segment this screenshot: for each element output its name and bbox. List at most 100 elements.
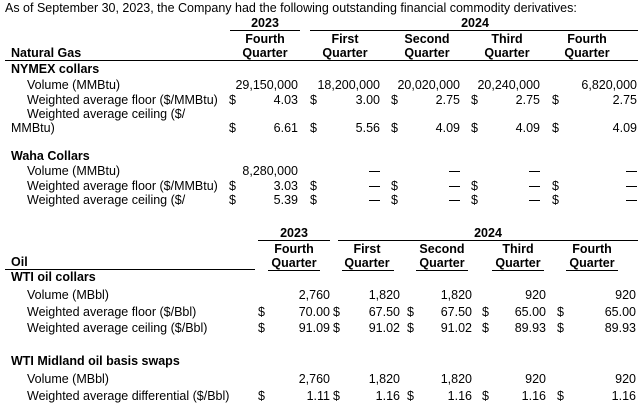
- oil-section-label: Oil: [11, 255, 28, 269]
- currency-sign: $: [557, 305, 564, 319]
- gas-year-2023-rule: [230, 30, 300, 31]
- gas-year-2024: 2024: [461, 16, 489, 30]
- oil-q-header-5: Fourth: [572, 242, 612, 256]
- nymex-ceiling-q4-2023: 6.61: [273, 121, 298, 135]
- wti-ceiling-q3-2024: 89.93: [514, 321, 546, 335]
- waha-volume-label: Volume (MMBtu): [27, 164, 121, 178]
- oil-header-rule: [5, 269, 255, 270]
- currency-sign: $: [310, 193, 317, 207]
- wti-floor-label: Weighted average floor ($/Bbl): [27, 305, 197, 319]
- nymex-volume-q2-2024: 20,020,000: [397, 78, 460, 92]
- oil-q-rule: [342, 270, 394, 271]
- wti-floor-q4-2024: 65.00: [604, 305, 636, 319]
- dash-empty: [529, 186, 540, 187]
- nymex-floor-q4-2024: 2.75: [612, 93, 637, 107]
- oil-q-rule: [492, 270, 544, 271]
- dash-empty: [626, 200, 637, 201]
- oil-q-header-3b: Quarter: [419, 256, 465, 270]
- nymex-floor-q4-2023: 4.03: [273, 93, 298, 107]
- gas-q-header-1: Fourth: [245, 32, 285, 46]
- midland-title: WTI Midland oil basis swaps: [11, 354, 180, 368]
- currency-sign: $: [333, 389, 340, 403]
- wti-ceiling-q4-2023: 91.09: [298, 321, 330, 335]
- currency-sign: $: [391, 121, 398, 135]
- waha-floor-q4-2023: 3.03: [273, 179, 298, 193]
- wti-ceiling-label: Weighted average ceiling ($/Bbl): [27, 321, 208, 335]
- midland-volume-q2-2024: 1,820: [440, 372, 472, 386]
- nymex-volume-q3-2024: 20,240,000: [477, 78, 540, 92]
- oil-year-2024: 2024: [474, 226, 502, 240]
- gas-q-header-3: Second: [404, 32, 450, 46]
- dash-empty: [369, 200, 380, 201]
- nymex-volume-q1-2024: 18,200,000: [317, 78, 380, 92]
- midland-volume-label: Volume (MBbl): [27, 372, 109, 386]
- wti-floor-q3-2024: 65.00: [514, 305, 546, 319]
- dash-empty: [369, 186, 380, 187]
- gas-q-header-1b: Quarter: [242, 46, 288, 60]
- oil-year-2024-rule: [338, 240, 638, 241]
- gas-q-header-2: First: [331, 32, 359, 46]
- dash-empty: [449, 171, 460, 172]
- nymex-ceiling-q3-2024: 4.09: [515, 121, 540, 135]
- dash-empty: [369, 171, 380, 172]
- oil-q-rule: [416, 270, 468, 271]
- waha-ceiling-q4-2023: 5.39: [273, 193, 298, 207]
- currency-sign: $: [557, 389, 564, 403]
- midland-diff-q3-2024: 1.16: [521, 389, 546, 403]
- currency-sign: $: [557, 321, 564, 335]
- gas-year-2024-rule: [310, 30, 638, 31]
- currency-sign: $: [407, 321, 414, 335]
- currency-sign: $: [258, 389, 265, 403]
- wti-volume-q4-2023: 2,760: [298, 288, 330, 302]
- currency-sign: $: [391, 193, 398, 207]
- oil-year-2023: 2023: [280, 226, 308, 240]
- nymex-floor-q3-2024: 2.75: [515, 93, 540, 107]
- oil-q-rule: [268, 270, 320, 271]
- waha-title: Waha Collars: [11, 149, 90, 163]
- dash-empty: [626, 186, 637, 187]
- currency-sign: $: [471, 121, 478, 135]
- oil-q-rule: [566, 270, 618, 271]
- currency-sign: $: [552, 179, 559, 193]
- midland-volume-q3-2024: 920: [525, 372, 546, 386]
- wti-floor-q1-2024: 67.50: [368, 305, 400, 319]
- gas-section-label: Natural Gas: [11, 46, 82, 60]
- currency-sign: $: [258, 305, 265, 319]
- nymex-ceiling-label-2: MMBtu): [11, 121, 55, 135]
- dash-empty: [626, 171, 637, 172]
- oil-q-header-4: Third: [502, 242, 534, 256]
- currency-sign: $: [333, 305, 340, 319]
- oil-q-header-1: Fourth: [274, 242, 314, 256]
- currency-sign: $: [407, 305, 414, 319]
- currency-sign: $: [471, 193, 478, 207]
- gas-q-header-5b: Quarter: [564, 46, 610, 60]
- currency-sign: $: [391, 93, 398, 107]
- nymex-floor-q1-2024: 3.00: [355, 93, 380, 107]
- gas-q-header-5: Fourth: [567, 32, 607, 46]
- waha-ceiling-label: Weighted average ceiling ($/: [27, 193, 186, 207]
- nymex-floor-q2-2024: 2.75: [435, 93, 460, 107]
- currency-sign: $: [482, 389, 489, 403]
- wti-volume-q2-2024: 1,820: [440, 288, 472, 302]
- wti-floor-q2-2024: 67.50: [440, 305, 472, 319]
- currency-sign: $: [552, 121, 559, 135]
- midland-diff-q2-2024: 1.16: [447, 389, 472, 403]
- midland-diff-q1-2024: 1.16: [375, 389, 400, 403]
- currency-sign: $: [258, 321, 265, 335]
- gas-q-header-3b: Quarter: [404, 46, 450, 60]
- currency-sign: $: [471, 93, 478, 107]
- oil-q-header-4b: Quarter: [495, 256, 541, 270]
- currency-sign: $: [229, 93, 236, 107]
- oil-q-header-3: Second: [419, 242, 465, 256]
- midland-diff-label: Weighted average differential ($/Bbl): [27, 389, 230, 403]
- currency-sign: $: [391, 179, 398, 193]
- gas-q-header-4b: Quarter: [484, 46, 530, 60]
- wti-ceiling-q4-2024: 89.93: [604, 321, 636, 335]
- wti-volume-q1-2024: 1,820: [368, 288, 400, 302]
- oil-q-header-5b: Quarter: [569, 256, 615, 270]
- waha-volume-q4-2023: 8,280,000: [242, 164, 298, 178]
- currency-sign: $: [482, 305, 489, 319]
- nymex-title: NYMEX collars: [11, 62, 100, 76]
- nymex-ceiling-label-1: Weighted average ceiling ($/: [27, 107, 186, 121]
- oil-q-header-1b: Quarter: [271, 256, 317, 270]
